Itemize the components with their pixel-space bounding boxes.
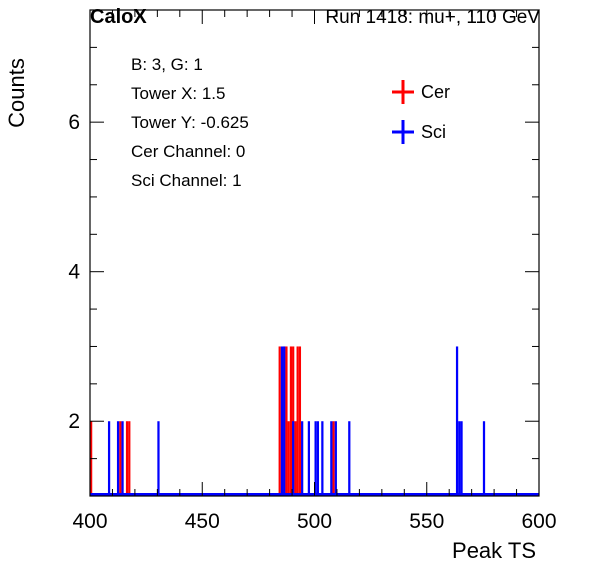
bar-sci-7: [301, 421, 304, 496]
bar-sci-2: [121, 421, 124, 496]
bar-sci-3: [157, 421, 160, 496]
bar-sci-4: [280, 346, 284, 496]
x-tick-label-4: 600: [521, 510, 556, 533]
bar-cer-8: [289, 346, 293, 496]
bar-cer-12: [298, 346, 302, 496]
legend-label-sci: Sci: [421, 122, 447, 142]
bar-sci-13: [334, 421, 337, 496]
y-tick-label-1: 4: [68, 261, 80, 284]
legend-marker-cer: [392, 80, 414, 104]
info-line-board: B: 3, G: 1: [131, 55, 203, 74]
bar-sci-0: [107, 421, 111, 496]
info-line-sci-channel: Sci Channel: 1: [131, 171, 242, 190]
bar-sci-10: [316, 421, 319, 496]
bar-sci-15: [455, 346, 459, 496]
bar-sci-5: [283, 346, 286, 496]
x-tick-label-0: 400: [72, 510, 107, 533]
bar-sci-17: [460, 421, 463, 496]
x-tick-label-2: 500: [297, 510, 332, 533]
x-tick-label-3: 550: [409, 510, 444, 533]
info-line-tower-y: Tower Y: -0.625: [131, 113, 249, 132]
bar-sci-16: [458, 421, 461, 496]
bar-cer-7: [287, 421, 290, 496]
bar-sci-11: [321, 421, 324, 496]
y-tick-label-2: 6: [68, 111, 80, 134]
x-axis-label: Peak TS: [452, 538, 536, 563]
bar-sci-9: [314, 421, 317, 496]
bar-sci-14: [348, 421, 351, 496]
bar-cer-3: [128, 421, 131, 496]
y-tick-label-0: 2: [68, 410, 80, 433]
info-line-tower-x: Tower X: 1.5: [131, 84, 226, 103]
bar-cer-1: [119, 421, 122, 496]
bar-sci-12: [330, 421, 333, 496]
bar-cer-4: [278, 346, 281, 496]
histogram-bars: [90, 346, 486, 496]
legend-markers: [392, 80, 414, 144]
header-left-label: CaloX: [90, 6, 147, 28]
legend-label-cer: Cer: [421, 82, 451, 102]
bar-cer-2: [125, 421, 129, 496]
bar-sci-8: [307, 421, 311, 496]
bar-cer-11: [296, 346, 299, 496]
bar-sci-1: [116, 421, 120, 496]
header-right-label: Run 1418: mu+, 110 GeV: [325, 7, 540, 28]
bar-sci-6: [292, 421, 295, 496]
x-tick-label-1: 450: [185, 510, 220, 533]
bar-sci-18: [482, 421, 486, 496]
legend-marker-sci: [392, 120, 414, 144]
info-line-cer-channel: Cer Channel: 0: [131, 142, 246, 161]
bar-cer-13: [332, 421, 335, 496]
bar-cer-10: [294, 421, 297, 496]
axis-ticks: [89, 9, 540, 497]
tick-labels: 400 450 500 550 600 2 4 6: [68, 111, 556, 533]
y-axis-label: Counts: [4, 58, 29, 128]
bar-cer-6: [285, 346, 288, 496]
